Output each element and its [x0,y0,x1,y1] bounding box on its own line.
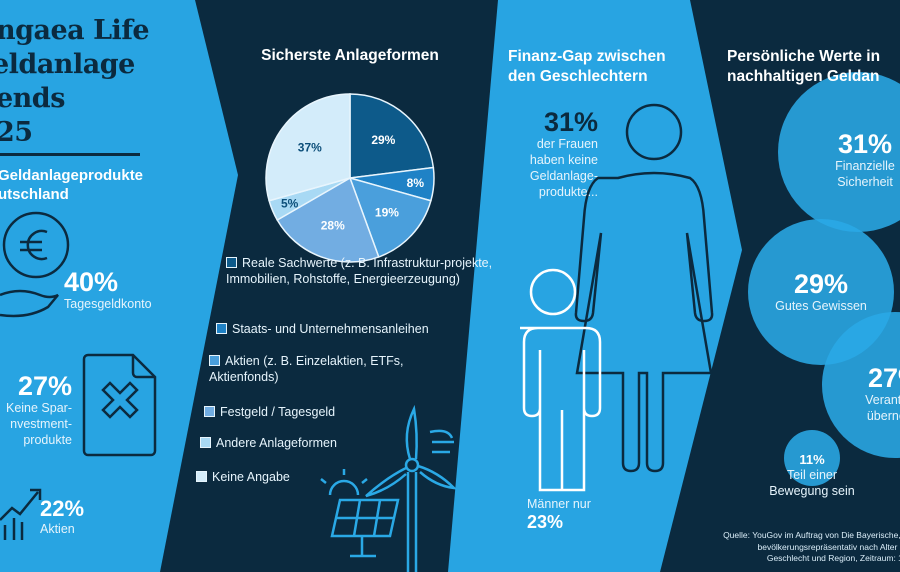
title-line: ends [0,83,65,114]
pie-data-label: 19% [375,205,399,219]
bubble-value: 29% [793,269,849,299]
title-underline [0,153,140,156]
bubble-label: Sicherheit [837,175,893,189]
bubble-11 [784,430,840,486]
bubble-label: übernehm [866,409,900,423]
stat-label: Keine Spar- [5,401,72,415]
men-label: Männer nur [527,497,591,511]
women-stat: 31% der Frauen haben keine Geldanlage- p… [500,108,598,200]
left-subtitle: Geldanlageprodukte utschland [0,166,143,204]
bubble-text: 27% Verantwort übernehm [830,364,900,424]
legend-item: Festgeld / Tagesgeld [204,404,424,420]
legend-swatch [216,323,227,334]
women-label: Geldanlage- [529,169,598,183]
stat-label: produkte [23,433,72,447]
legend-item: Andere Anlageformen [200,435,420,451]
pie-slice [348,176,432,258]
legend-swatch [204,406,215,417]
left-panel-bg [0,0,238,572]
legend-label: Reale Sachwerte (z. B. Infrastruktur-pro… [226,256,493,286]
solar-panel-icon [320,469,400,558]
legend-swatch [209,355,220,366]
legend-swatch [200,437,211,448]
legend-item: Staats- und Unternehmensanleihen [216,321,476,337]
source-line: Geschlecht und Region, Zeitraum: 12. [766,553,900,563]
subtitle-line: Geldanlageprodukte [0,167,144,184]
bubble-label: Bewegung sein [769,484,855,498]
legend-label: Keine Angabe [212,470,290,484]
pie-data-label: 5% [281,196,299,210]
women-value: 31% [543,107,598,137]
values-title-line: Persönliche Werte in [727,48,881,65]
title-line: eldanlage [0,49,135,80]
gap-title: Finanz-Gap zwischen den Geschlechtern [508,47,666,87]
stat-keine-produkte: 27% Keine Spar- nvestment- produkte [0,372,72,448]
man-figure-icon [520,268,602,492]
bubble-label: Finanzielle [835,159,895,173]
pie-data-label: 37% [298,141,322,155]
legend-swatch [196,471,207,482]
bubble-label: Verantwort [865,393,900,407]
bubble-text: 31% Finanzielle Sicherheit [800,130,900,190]
gap-title-line: den Geschlechtern [508,68,648,85]
bubble-31 [778,72,900,232]
women-label: der Frauen [536,137,598,151]
legend-item: Keine Angabe [196,469,416,485]
growth-chart-icon [0,488,42,540]
women-label: haben keine [529,153,598,167]
stat-label: nvestment- [10,417,72,431]
bubble-label: Gutes Gewissen [775,299,867,313]
legend-item: Reale Sachwerte (z. B. Infrastruktur-pro… [226,255,496,287]
pie-data-label: 29% [371,133,395,147]
values-title-line: nachhaltigen Geldan [727,68,880,85]
legend-label: Aktien (z. B. Einzelaktien, ETFs, Aktien… [209,354,404,384]
stat-value: 27% [17,371,72,401]
women-label: produkte... [538,185,598,199]
pie-data-label: 28% [321,218,345,232]
stat-value: 40% [64,267,119,297]
legend-label: Staats- und Unternehmensanleihen [232,322,429,336]
bubble-27 [822,312,900,458]
document-x-icon [82,353,157,457]
source-note: Quelle: YouGov im Auftrag von Die Bayeri… [723,530,900,565]
pie-slice [349,93,435,179]
pie-slice [265,93,351,202]
legend-item: Aktien (z. B. Einzelaktien, ETFs, Aktien… [209,353,439,385]
subtitle-line: utschland [0,186,69,203]
stat-label: Aktien [40,522,75,536]
value-bubbles [748,72,900,486]
woman-figure-icon [574,103,714,473]
stat-tagesgeld: 40% Tagesgeldkonto [64,268,152,312]
legend-label: Andere Anlageformen [216,436,337,450]
source-line: bevölkerungsrepräsentativ nach Alter (ab [757,541,900,552]
legend-label: Festgeld / Tagesgeld [220,405,336,419]
pie-chart: 29% 8% 19% 28% 5% 37% [265,93,435,263]
title-line: ngaea Life [0,15,150,46]
pie-slice [276,176,380,263]
values-title: Persönliche Werte in nachhaltigen Geldan [727,47,880,87]
bubble-value: 27% [867,363,900,393]
men-stat: Männer nur 23% [527,496,591,532]
men-value: 23% [527,512,564,532]
source-line: Quelle: YouGov im Auftrag von Die Bayeri… [723,530,900,540]
bubble-text: 11% Teil einer Bewegung sein [752,452,872,499]
bubble-value: 11% [799,452,825,467]
pie-data-label: 8% [407,176,425,190]
euro-coin-hand-icon [0,211,70,318]
bubble-text: 29% Gutes Gewissen [756,270,886,314]
legend-swatch [226,257,237,268]
gap-title-line: Finanz-Gap zwischen [508,48,666,65]
bubble-value: 31% [837,129,893,159]
bubble-label: Teil einer [786,468,838,482]
main-title: ngaea Life eldanlage ends 25 [0,14,150,150]
stat-value: 22% [40,496,85,521]
pie-title: Sicherste Anlageformen [261,47,439,64]
title-line: 25 [0,117,33,148]
stat-aktien: 22% Aktien [40,497,84,537]
wind-turbine-icon [365,404,458,572]
stat-label: Tagesgeldkonto [64,297,152,311]
